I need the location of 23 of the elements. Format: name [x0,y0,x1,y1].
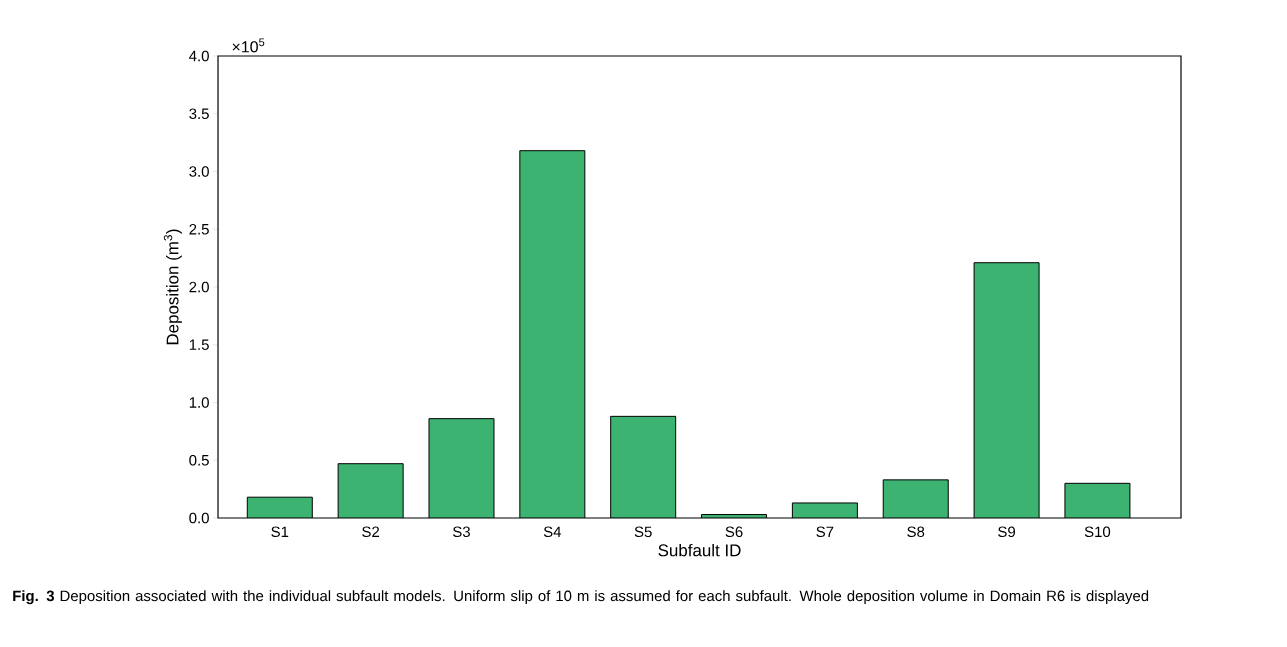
x-axis-title: Subfault ID [658,543,741,557]
y-tick-label: 1.0 [189,397,209,408]
y-tick-label: 1.5 [189,339,209,350]
x-tick-label: S8 [907,526,925,538]
x-tick-label: S6 [725,526,743,538]
y-tick-label: 2.0 [189,281,209,293]
x-tick-label: S2 [362,526,380,538]
x-tick-label: S5 [634,526,652,538]
x-tick-label: S10 [1084,526,1111,538]
x-tick-label: S3 [453,526,470,538]
y-tick-label: 4.0 [189,50,209,62]
text: Fig. 3 Deposition associated with the individual subfault models. Uniform slip of 10 m is assumed for each subfault. Whole deposition volume in Domain R6 is displayed [13,590,1149,605]
y-tick-label: 2.5 [189,223,209,235]
x-tick-label: S4 [543,526,562,538]
y-tick-label: 0.5 [189,454,209,466]
y-tick-label: 0.0 [189,512,209,524]
y-tick-label: 3.5 [189,108,209,120]
x-tick-label: S1 [271,526,289,538]
text: ×10$^{5}$ [232,38,265,53]
x-tick-label: S9 [998,526,1015,538]
x-tick-label: S7 [816,526,834,538]
y-axis-title: Deposition (m$^{3}$) [163,229,182,345]
y-tick-label: 3.0 [189,166,209,177]
